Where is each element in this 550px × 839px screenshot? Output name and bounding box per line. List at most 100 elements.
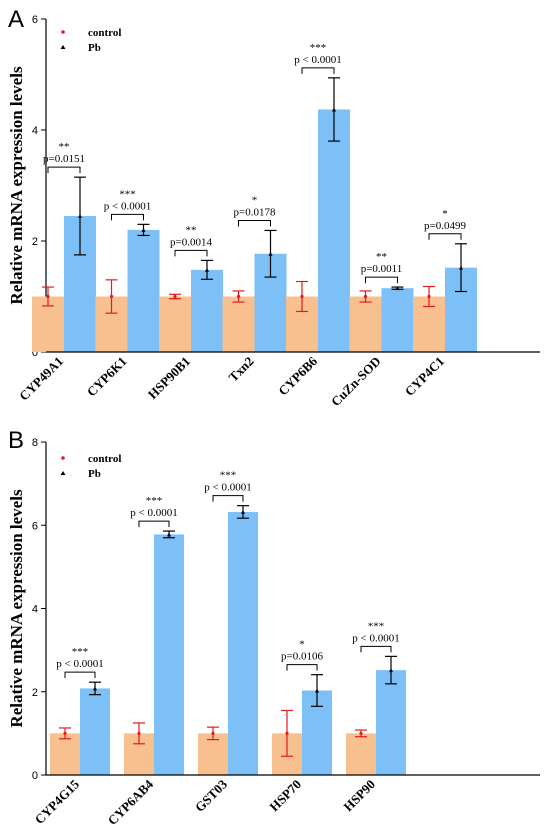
- p-value-label: p=0.0178: [234, 206, 276, 218]
- data-point-pb: [268, 251, 273, 256]
- bar-pb-cuzn-sod: [381, 288, 414, 352]
- legend-label-pb: Pb: [88, 42, 101, 54]
- legend-label-pb: Pb: [88, 468, 101, 480]
- p-value-label: p=0.0499: [424, 220, 466, 232]
- bar-control-gst03: [198, 733, 228, 775]
- legend-label-control: control: [88, 27, 121, 39]
- panel-letter: A: [8, 6, 24, 33]
- p-value-label: p < 0.0001: [352, 632, 399, 644]
- y-tick-label: 0: [32, 347, 38, 359]
- x-category-label: HSP90: [340, 777, 378, 815]
- y-tick-label: 2: [32, 236, 38, 248]
- p-value-label: p < 0.0001: [56, 658, 103, 670]
- data-point-control: [109, 294, 114, 299]
- significance-stars: ***: [119, 188, 136, 200]
- y-tick-label: 8: [32, 437, 38, 449]
- x-category-label: Txn2: [226, 354, 257, 385]
- significance-stars: ***: [146, 495, 163, 507]
- y-tick-label: 6: [32, 14, 38, 26]
- data-point-pb: [78, 214, 82, 219]
- bar-control-txn2: [222, 296, 255, 352]
- p-value-label: p=0.0151: [43, 153, 85, 165]
- p-value-label: p=0.0106: [281, 651, 323, 663]
- panel-letter: B: [8, 427, 24, 454]
- bar-pb-cyp6ab4: [154, 534, 184, 775]
- bar-control-hsp90: [346, 733, 376, 775]
- y-tick-label: 2: [32, 687, 38, 699]
- p-value-label: p < 0.0001: [104, 200, 151, 212]
- chart-panel-b: B 0 2 4 6 8 Relative mRNA expression levels con…: [7, 427, 540, 828]
- data-point-pb: [459, 265, 463, 270]
- significance-stars: *: [252, 194, 258, 206]
- data-point-control: [46, 294, 50, 299]
- x-category-label: CYP6B6: [275, 353, 320, 398]
- data-point-pb: [141, 227, 146, 232]
- data-point-pb: [395, 286, 400, 291]
- x-category-label: CYP6K1: [84, 354, 130, 400]
- x-category-label: CYP4G15: [32, 776, 83, 827]
- p-value-label: p < 0.0001: [204, 482, 251, 494]
- bar-pb-cyp6k1: [127, 229, 160, 352]
- data-point-pb: [167, 532, 171, 537]
- significance-bracket: [111, 213, 144, 221]
- significance-bracket: [47, 166, 81, 174]
- legend-label-control: control: [88, 453, 121, 465]
- data-point-control: [427, 294, 431, 299]
- significance-bracket: [365, 276, 398, 284]
- p-value-label: p=0.0011: [361, 263, 403, 275]
- significance-bracket: [286, 664, 318, 671]
- data-point-pb: [205, 267, 209, 272]
- data-point-control: [285, 731, 289, 735]
- bar-control-cyp4g15: [50, 733, 80, 775]
- data-point-pb: [332, 107, 336, 112]
- x-category-label: CYP4C1: [402, 354, 447, 399]
- data-point-control: [363, 294, 368, 299]
- significance-stars: *: [299, 639, 305, 651]
- data-point-control: [236, 294, 241, 299]
- p-value-label: p < 0.0001: [294, 54, 341, 66]
- data-point-control: [173, 294, 177, 299]
- data-point-pb: [315, 688, 319, 693]
- significance-bracket: [428, 233, 462, 240]
- y-tick-label: 6: [32, 520, 38, 532]
- significance-stars: **: [59, 141, 70, 153]
- significance-stars: **: [186, 224, 197, 236]
- significance-stars: **: [376, 251, 387, 263]
- bar-control-hsp90b1: [159, 296, 191, 352]
- bar-pb-cyp4g15: [80, 688, 110, 775]
- p-value-label: p < 0.0001: [130, 507, 177, 519]
- x-category-label: CuZn-SOD: [328, 354, 384, 410]
- x-category-label: GST03: [192, 776, 231, 815]
- y-tick-label: 4: [32, 604, 38, 616]
- data-point-pb: [241, 509, 245, 514]
- legend-marker-control: [61, 30, 65, 34]
- y-tick-label: 4: [32, 125, 38, 137]
- significance-stars: *: [442, 208, 448, 220]
- y-tick-label: 0: [32, 770, 38, 782]
- chart-panel-a: A 0 2 4 6 Relative mRNA expression levels cont…: [7, 6, 540, 409]
- y-axis-label: Relative mRNA expression levels: [7, 489, 26, 728]
- bar-pb-gst03: [228, 511, 258, 775]
- bar-pb-hsp90b1: [191, 269, 223, 352]
- data-point-pb: [93, 686, 97, 691]
- data-point-pb: [389, 668, 393, 673]
- x-category-label: HSP70: [266, 777, 304, 815]
- data-point-control: [300, 294, 304, 299]
- significance-bracket: [64, 671, 96, 679]
- significance-bracket: [301, 67, 335, 74]
- data-point-control: [63, 731, 67, 735]
- significance-bracket: [238, 219, 271, 227]
- significance-stars: ***: [310, 42, 327, 54]
- bar-pb-hsp90: [376, 670, 406, 775]
- data-point-control: [137, 731, 141, 735]
- significance-bracket: [174, 249, 208, 257]
- x-category-label: HSP90B1: [145, 354, 193, 402]
- significance-stars: ***: [220, 470, 237, 482]
- data-point-control: [359, 731, 363, 735]
- significance-bracket: [360, 645, 392, 653]
- significance-bracket: [138, 520, 170, 528]
- bar-pb-cyp6b6: [318, 109, 350, 352]
- significance-stars: ***: [368, 620, 385, 632]
- legend-marker-pb: [60, 471, 66, 475]
